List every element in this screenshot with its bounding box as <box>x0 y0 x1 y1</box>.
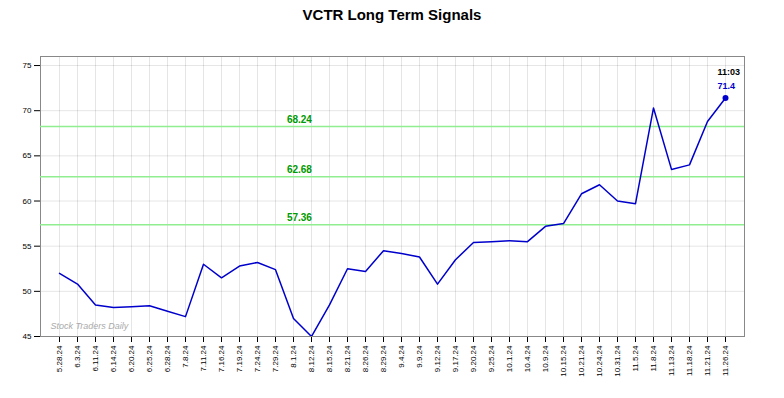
svg-text:9.17.24: 9.17.24 <box>451 345 460 372</box>
svg-text:10.1.24: 10.1.24 <box>505 345 514 372</box>
svg-text:11.5.24: 11.5.24 <box>631 345 640 372</box>
svg-text:9.9.24: 9.9.24 <box>415 345 424 368</box>
svg-text:8.26.24: 8.26.24 <box>361 345 370 372</box>
svg-text:10.21.24: 10.21.24 <box>577 345 586 377</box>
svg-text:11.18.24: 11.18.24 <box>685 345 694 376</box>
svg-text:50: 50 <box>23 287 32 296</box>
svg-text:70: 70 <box>23 106 32 115</box>
svg-text:7.24.24: 7.24.24 <box>253 345 262 372</box>
svg-text:11.8.24: 11.8.24 <box>649 345 658 372</box>
svg-text:11.21.24: 11.21.24 <box>703 345 712 376</box>
svg-text:6.25.24: 6.25.24 <box>145 345 154 372</box>
svg-text:10.24.24: 10.24.24 <box>595 345 604 377</box>
svg-text:10.31.24: 10.31.24 <box>613 345 622 377</box>
svg-text:6.14.24: 6.14.24 <box>109 345 118 372</box>
svg-text:8.12.24: 8.12.24 <box>307 345 316 372</box>
svg-text:10.9.24: 10.9.24 <box>541 345 550 372</box>
svg-text:7.29.24: 7.29.24 <box>271 345 280 372</box>
svg-text:10.4.24: 10.4.24 <box>523 345 532 372</box>
svg-text:5.28.24: 5.28.24 <box>55 345 64 372</box>
svg-text:7.19.24: 7.19.24 <box>235 345 244 372</box>
svg-text:7.8.24: 7.8.24 <box>181 345 190 368</box>
svg-text:65: 65 <box>23 151 32 160</box>
html-text:VCTR Long Term Signals: VCTR Long Term Signals <box>302 6 482 23</box>
svg-text:11.13.24: 11.13.24 <box>667 345 676 376</box>
svg-text:9.4.24: 9.4.24 <box>397 345 406 368</box>
svg-text:62.68: 62.68 <box>287 164 312 175</box>
svg-text:11:03: 11:03 <box>718 67 741 77</box>
svg-text:9.20.24: 9.20.24 <box>469 345 478 372</box>
svg-text:9.12.24: 9.12.24 <box>433 345 442 372</box>
svg-text:9.25.24: 9.25.24 <box>487 345 496 372</box>
svg-text:6.28.24: 6.28.24 <box>163 345 172 372</box>
svg-text:71.4: 71.4 <box>718 81 736 91</box>
svg-text:8.21.24: 8.21.24 <box>343 345 352 372</box>
svg-text:60: 60 <box>23 197 32 206</box>
svg-text:68.24: 68.24 <box>287 114 312 125</box>
svg-text:57.36: 57.36 <box>287 212 312 223</box>
svg-text:6.20.24: 6.20.24 <box>127 345 136 372</box>
svg-text:Stock Traders Daily: Stock Traders Daily <box>51 321 129 331</box>
svg-text:8.15.24: 8.15.24 <box>325 345 334 372</box>
svg-text:7.11.24: 7.11.24 <box>199 345 208 372</box>
svg-text:45: 45 <box>23 332 32 341</box>
svg-text:6.3.24: 6.3.24 <box>73 345 82 368</box>
svg-text:7.16.24: 7.16.24 <box>217 345 226 372</box>
svg-text:8.29.24: 8.29.24 <box>379 345 388 372</box>
svg-text:6.11.24: 6.11.24 <box>91 345 100 372</box>
svg-text:8.1.24: 8.1.24 <box>289 345 298 368</box>
svg-text:11.26.24: 11.26.24 <box>721 345 730 376</box>
svg-text:55: 55 <box>23 242 32 251</box>
svg-text:10.15.24: 10.15.24 <box>559 345 568 377</box>
svg-text:75: 75 <box>23 61 32 70</box>
